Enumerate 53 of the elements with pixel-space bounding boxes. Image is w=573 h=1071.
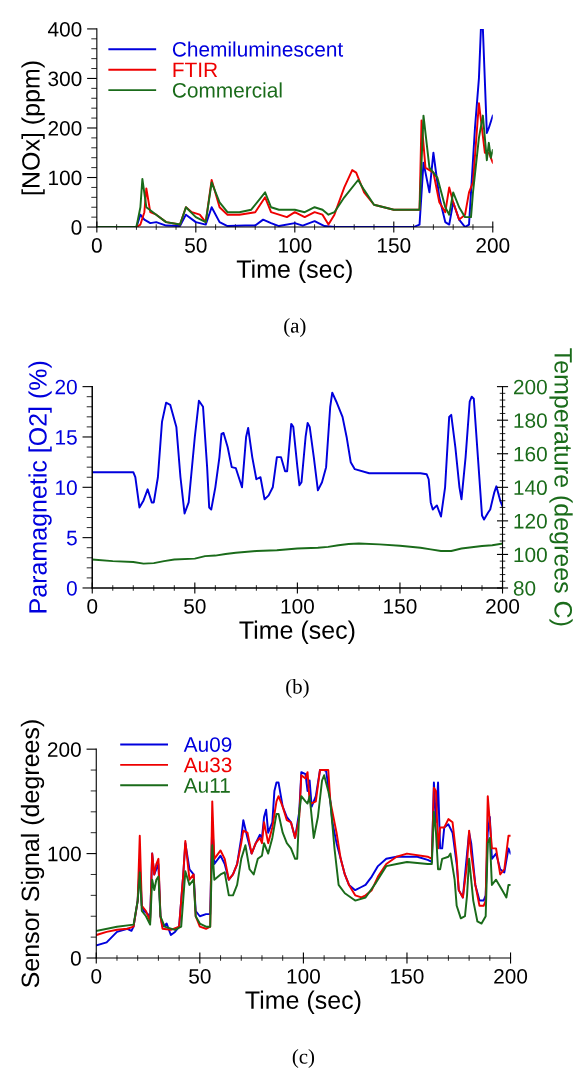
x-axis-title: Time (sec) (236, 259, 352, 283)
y2-tick-label: 200 (513, 379, 547, 395)
x-tick-label: 50 (185, 238, 207, 253)
line-series (92, 542, 503, 565)
y2-tick-label: 180 (514, 413, 547, 428)
legend-label: Commercial (172, 82, 282, 98)
y-axis-title: Paramagnetic [O2] (%) (28, 361, 52, 613)
x-tick-label: 0 (87, 598, 98, 614)
x-tick-label: 100 (279, 238, 312, 253)
line-series (92, 391, 503, 521)
legend-label: Au11 (183, 778, 230, 793)
x-tick-label: 200 (476, 238, 510, 253)
y-tick-label: 100 (49, 170, 82, 186)
y-tick-label: 0 (66, 580, 77, 596)
x-tick-label: 50 (189, 968, 211, 984)
y-tick-label: 100 (48, 846, 81, 862)
legend-label: Au33 (183, 757, 232, 773)
y-tick-label: 300 (48, 71, 82, 87)
text: (a) (284, 318, 306, 337)
y2-tick-label: 100 (514, 547, 547, 563)
y-axis-title: Sensor Signal (degrees) (20, 720, 45, 988)
y2-tick-label: 120 (514, 513, 547, 529)
y-tick-label: 20 (55, 379, 77, 395)
y2-tick-label: 140 (514, 480, 547, 496)
text: (b) (286, 679, 309, 698)
x-tick-label: 100 (287, 968, 320, 984)
y-tick-label: 10 (56, 480, 77, 496)
x-axis-title: Time (sec) (239, 620, 355, 644)
y2-tick-label: 80 (513, 580, 536, 596)
y-axis-title: [NOx] (ppm) (21, 61, 45, 195)
y-tick-label: 5 (66, 530, 77, 546)
x-tick-label: 150 (378, 238, 411, 253)
y2-tick-label: 160 (514, 446, 547, 462)
y-tick-label: 200 (47, 742, 81, 757)
x-tick-label: 0 (91, 968, 102, 984)
legend-label: FTIR (173, 62, 218, 77)
y-tick-label: 200 (48, 120, 82, 136)
y-tick-label: 15 (56, 430, 77, 445)
y2-axis-title: Temperature (degrees C) (549, 348, 573, 626)
x-tick-label: 200 (494, 968, 528, 984)
x-tick-label: 100 (281, 598, 314, 614)
text: (c) (292, 1049, 315, 1068)
y-tick-label: 0 (70, 951, 81, 966)
x-tick-label: 0 (91, 238, 102, 253)
x-tick-label: 150 (384, 598, 417, 614)
legend-label: Chemiluminescent (172, 41, 344, 57)
y-tick-label: 0 (71, 220, 82, 235)
y-tick-label: 400 (47, 21, 82, 37)
x-axis-title: Time (sec) (245, 990, 361, 1014)
x-tick-label: 50 (184, 598, 206, 614)
legend-label: Au09 (183, 737, 232, 752)
x-tick-label: 150 (391, 968, 424, 984)
x-tick-label: 200 (486, 598, 520, 614)
